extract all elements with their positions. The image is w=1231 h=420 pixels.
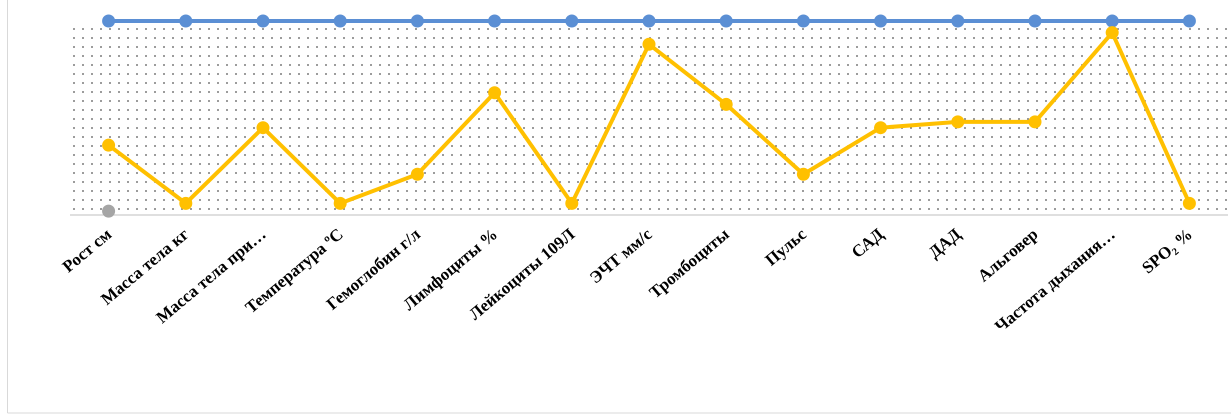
point [488,86,502,100]
x-tick-label: Пульс [761,224,810,269]
point [874,14,888,28]
point [1105,14,1119,28]
point [642,37,656,51]
point [951,115,965,129]
point [1182,196,1196,210]
point [719,97,733,111]
point [488,14,502,28]
point [179,196,193,210]
point [410,167,424,181]
x-tick-label: Тромбоциты [646,225,733,302]
point [102,204,116,218]
x-tick-label: SPO₂ % [1138,225,1196,278]
x-tick-label: ЭЧТ мм/с [586,224,656,287]
point [951,14,965,28]
x-tick-label: САД [848,224,888,262]
point [256,121,270,135]
point [796,14,810,28]
point [1028,14,1042,28]
point [565,14,579,28]
point [256,14,270,28]
x-tick-label: Альговер [974,225,1042,286]
point [1028,115,1042,129]
point [1182,14,1196,28]
x-tick-label: ДАД [925,224,965,262]
point [719,14,733,28]
point [1105,26,1119,40]
x-tick-label: Рост см [59,224,116,276]
point [333,196,347,210]
point [102,138,116,152]
point [796,167,810,181]
point [410,14,424,28]
point [102,14,116,28]
point [874,121,888,135]
point [333,14,347,28]
point [565,196,579,210]
point [642,14,656,28]
point [179,14,193,28]
